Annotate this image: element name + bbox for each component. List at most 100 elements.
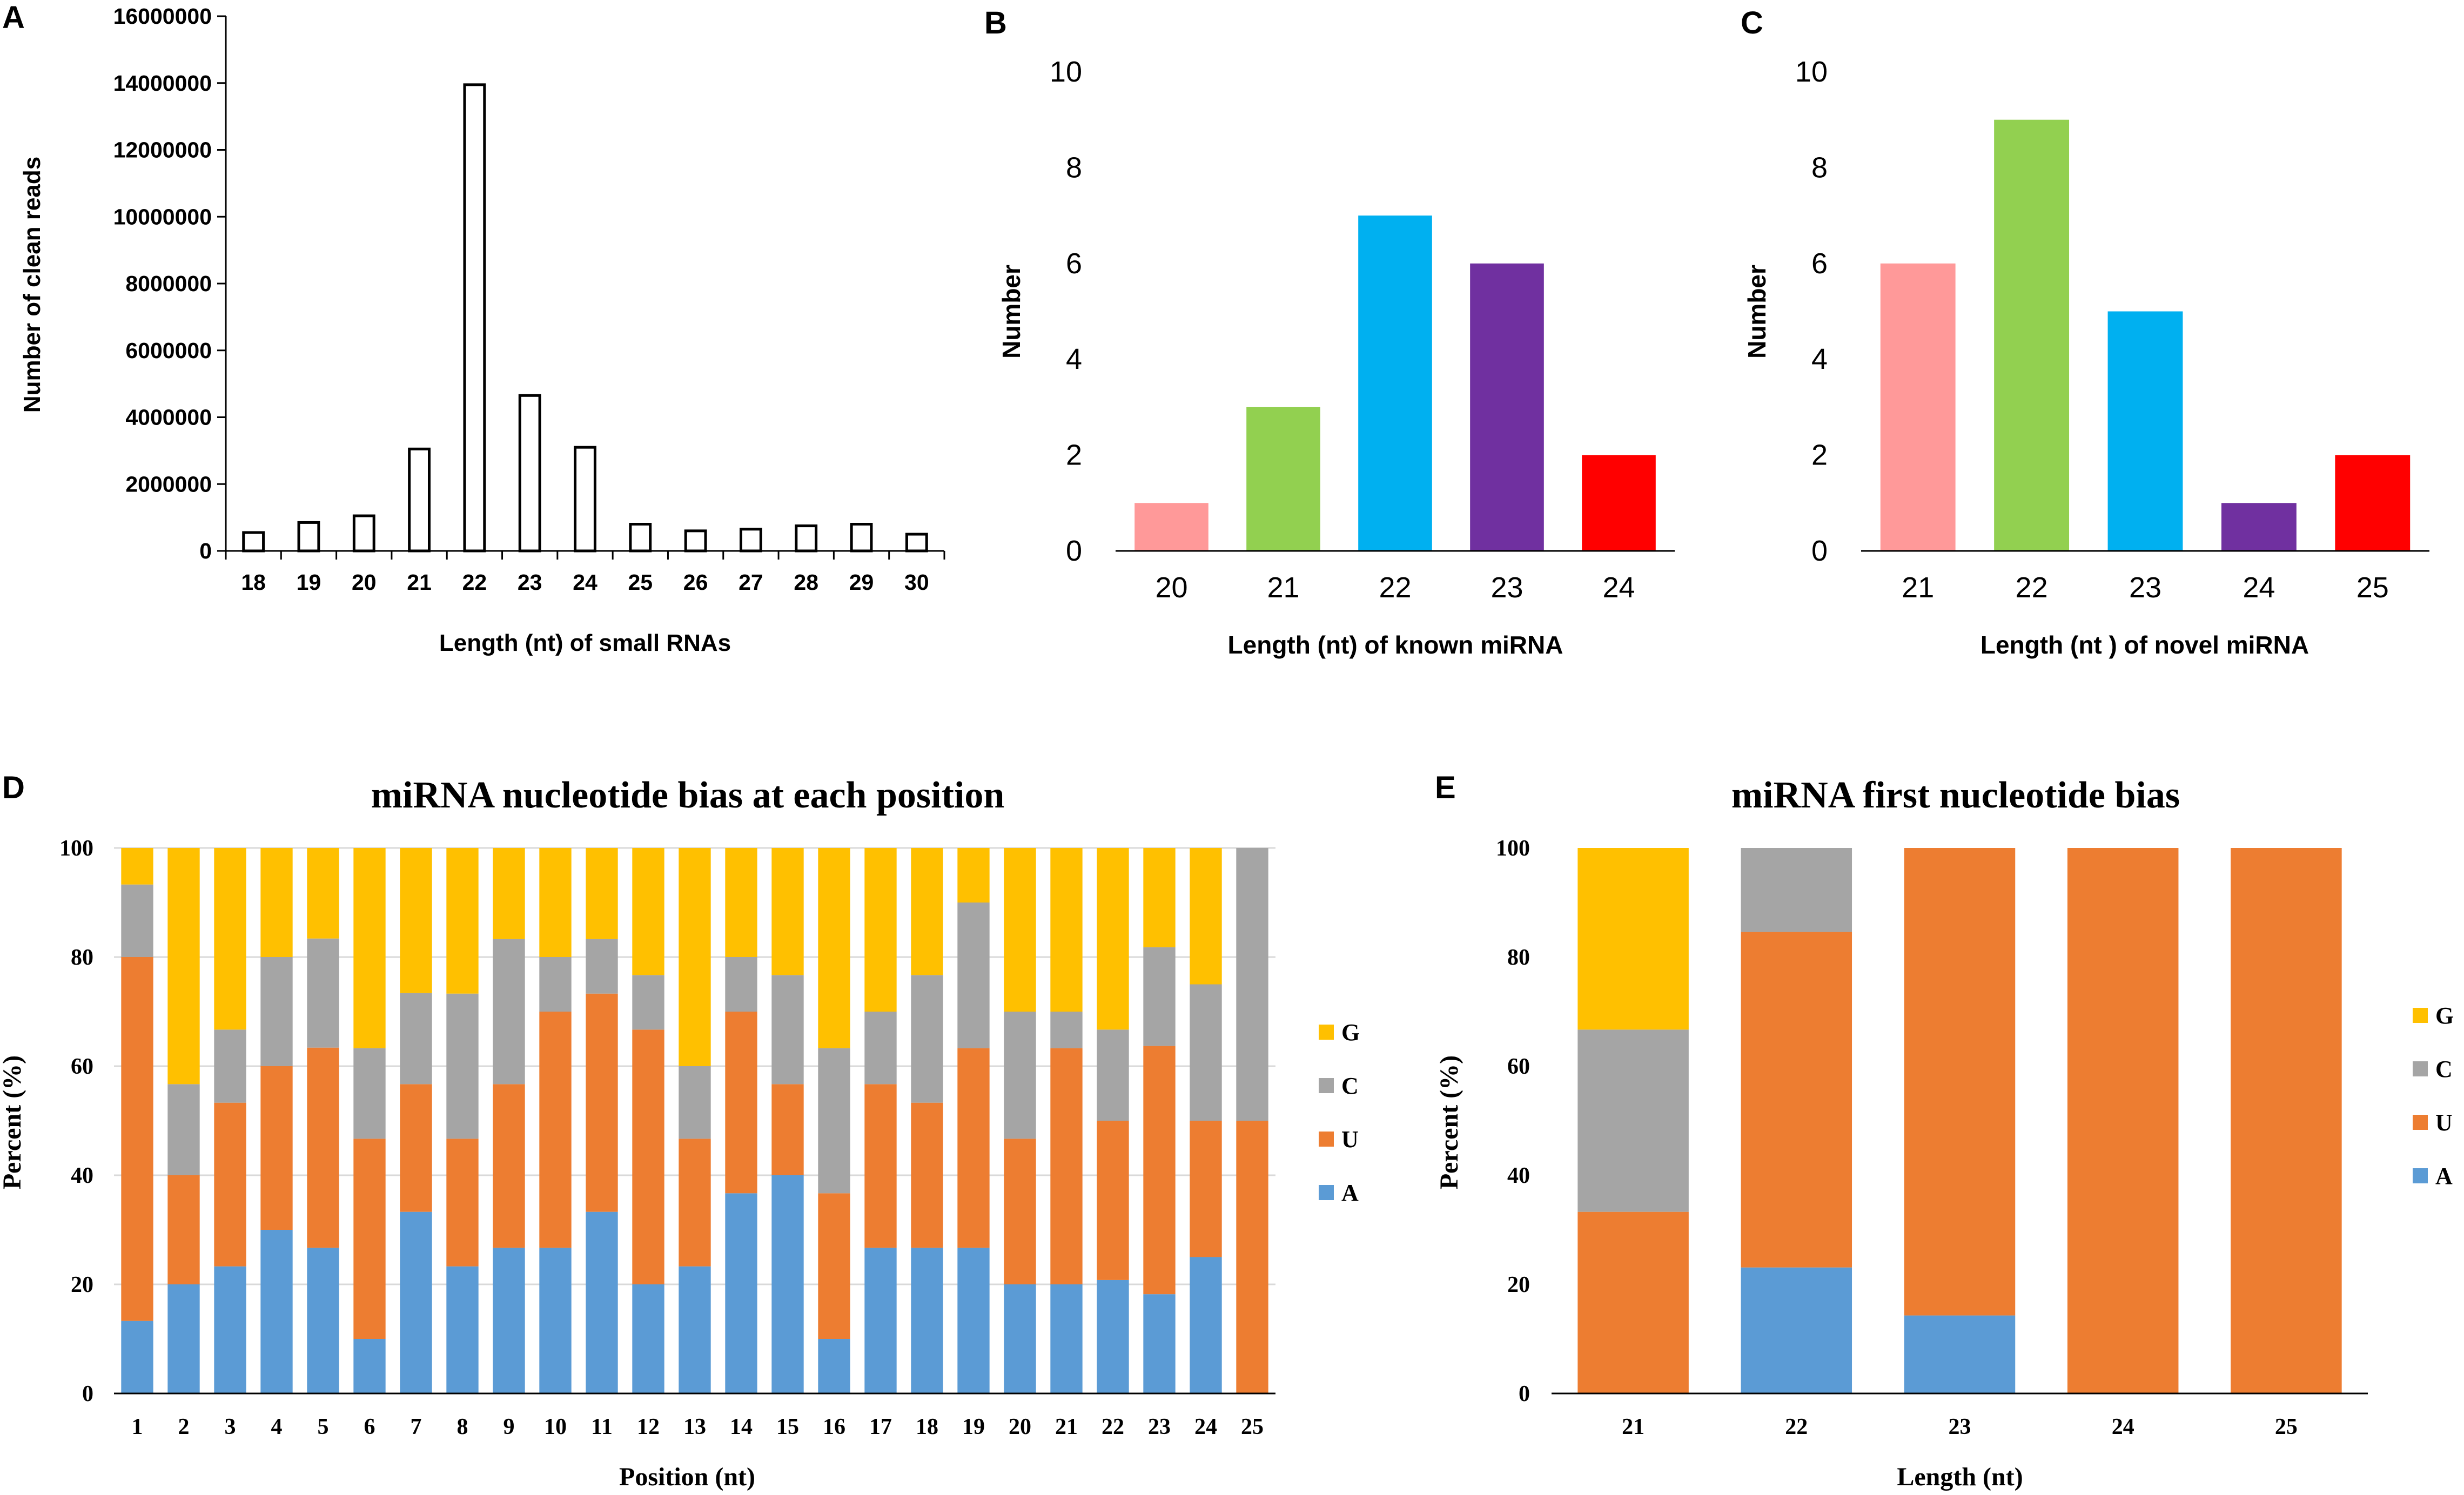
bar-g-20 [1004, 848, 1036, 1012]
y-tick-label: 20 [71, 1272, 93, 1297]
bar-a-3 [214, 1266, 246, 1393]
bar-a-22 [1097, 1279, 1129, 1393]
bar-c-15 [771, 975, 804, 1085]
legend-swatch-c [2413, 1061, 2428, 1076]
chart-d-title: miRNA nucleotide bias at each position [371, 775, 1005, 816]
bar-c-9 [493, 939, 525, 1085]
panel-label-b: B [984, 5, 1007, 41]
y-tick-label: 10000000 [113, 204, 212, 229]
chart-d-position-bias: miRNA nucleotide bias at each position 0 2… [0, 775, 1360, 1491]
y-axis-label: Percent (%) [1435, 1055, 1463, 1189]
panel-label-c: C [1741, 5, 1763, 41]
bar-a-22 [1741, 1267, 1852, 1393]
bar-c-7 [400, 993, 432, 1085]
bar-c-10 [539, 957, 572, 1012]
bar-g-24 [1190, 848, 1222, 985]
x-tick-label: 23 [2129, 571, 2161, 604]
bar-g-4 [260, 848, 293, 957]
x-tick-label: 16 [823, 1415, 845, 1439]
bar-a-15 [771, 1175, 804, 1393]
bar-u-1 [121, 957, 153, 1321]
x-tick-label: 24 [573, 570, 597, 595]
x-tick-label: 13 [683, 1415, 706, 1439]
x-tick-label: 19 [962, 1415, 985, 1439]
x-tick-label: 23 [1148, 1415, 1171, 1439]
x-tick-label: 20 [1155, 571, 1187, 604]
x-axis-label: Length (nt) of small RNAs [439, 630, 731, 656]
bar-u-12 [632, 1029, 664, 1284]
bar-u-20 [1004, 1139, 1036, 1284]
x-tick-label: 25 [628, 570, 653, 595]
bar-30 [905, 533, 928, 553]
bar-a-24 [1190, 1257, 1222, 1393]
bar-g-18 [911, 848, 943, 975]
bar-c-1 [121, 884, 153, 957]
y-tick-label: 100 [59, 836, 93, 861]
bar-g-22 [1097, 848, 1129, 1030]
bar-c-18 [911, 975, 943, 1103]
bar-u-23 [1904, 848, 2016, 1316]
x-tick-label: 21 [1267, 571, 1299, 604]
y-tick-label: 10 [1795, 56, 1828, 88]
x-tick-label: 12 [637, 1415, 660, 1439]
legend-swatch-a [1319, 1185, 1334, 1200]
x-axis-label: Length (nt) [1897, 1463, 2023, 1491]
legend-label-g: G [1341, 1019, 1360, 1046]
legend-label-a: A [1341, 1180, 1359, 1206]
bar-c-22 [1741, 848, 1852, 932]
x-tick-label: 21 [1055, 1415, 1078, 1439]
bar-u-7 [400, 1084, 432, 1212]
x-tick-label: 23 [518, 570, 542, 595]
bar-23 [1470, 263, 1544, 551]
bar-24 [2221, 503, 2297, 551]
bar-25 [629, 523, 652, 553]
y-tick-label: 6 [1811, 247, 1828, 280]
y-tick-label: 0 [199, 538, 212, 563]
x-tick-label: 25 [2356, 571, 2389, 604]
bar-29 [850, 523, 873, 553]
bar-c-11 [586, 939, 618, 994]
x-tick-label: 24 [2112, 1415, 2134, 1439]
y-tick-label: 0 [1519, 1382, 1530, 1406]
bar-a-23 [1143, 1294, 1176, 1393]
y-tick-label: 2000000 [125, 472, 212, 496]
x-tick-label: 9 [503, 1415, 515, 1439]
y-tick-label: 10 [1050, 56, 1082, 88]
x-tick-label: 22 [1379, 571, 1411, 604]
x-tick-label: 22 [1785, 1415, 1808, 1439]
bar-g-3 [214, 848, 246, 1030]
bar-21 [408, 447, 431, 553]
x-axis-label: Position (nt) [619, 1463, 755, 1491]
x-tick-label: 21 [1902, 571, 1934, 604]
bar-c-22 [1097, 1029, 1129, 1121]
x-tick-label: 11 [591, 1415, 613, 1439]
bar-c-2 [167, 1084, 200, 1175]
bar-21 [1246, 407, 1320, 551]
bar-c-19 [957, 903, 990, 1048]
x-tick-label: 22 [2016, 571, 2048, 604]
bar-g-5 [307, 848, 339, 939]
bar-u-3 [214, 1102, 246, 1267]
y-tick-label: 4 [1066, 343, 1082, 375]
bar-g-21 [1577, 848, 1689, 1030]
legend-swatch-u [2413, 1115, 2428, 1130]
x-tick-label: 25 [1241, 1415, 1264, 1439]
bar-u-13 [679, 1139, 711, 1267]
legend-swatch-g [1319, 1025, 1334, 1040]
bar-u-18 [911, 1102, 943, 1248]
bar-u-25 [2231, 848, 2342, 1393]
legend-label-u: U [2435, 1109, 2453, 1136]
bar-g-1 [121, 848, 153, 885]
bar-g-14 [725, 848, 757, 957]
x-tick-label: 25 [2275, 1415, 2298, 1439]
bar-g-9 [493, 848, 525, 939]
bar-a-11 [586, 1211, 618, 1393]
bar-23 [2107, 311, 2183, 551]
bar-a-10 [539, 1248, 572, 1393]
x-tick-label: 15 [776, 1415, 799, 1439]
bar-a-18 [911, 1248, 943, 1393]
bar-24 [1582, 455, 1656, 551]
